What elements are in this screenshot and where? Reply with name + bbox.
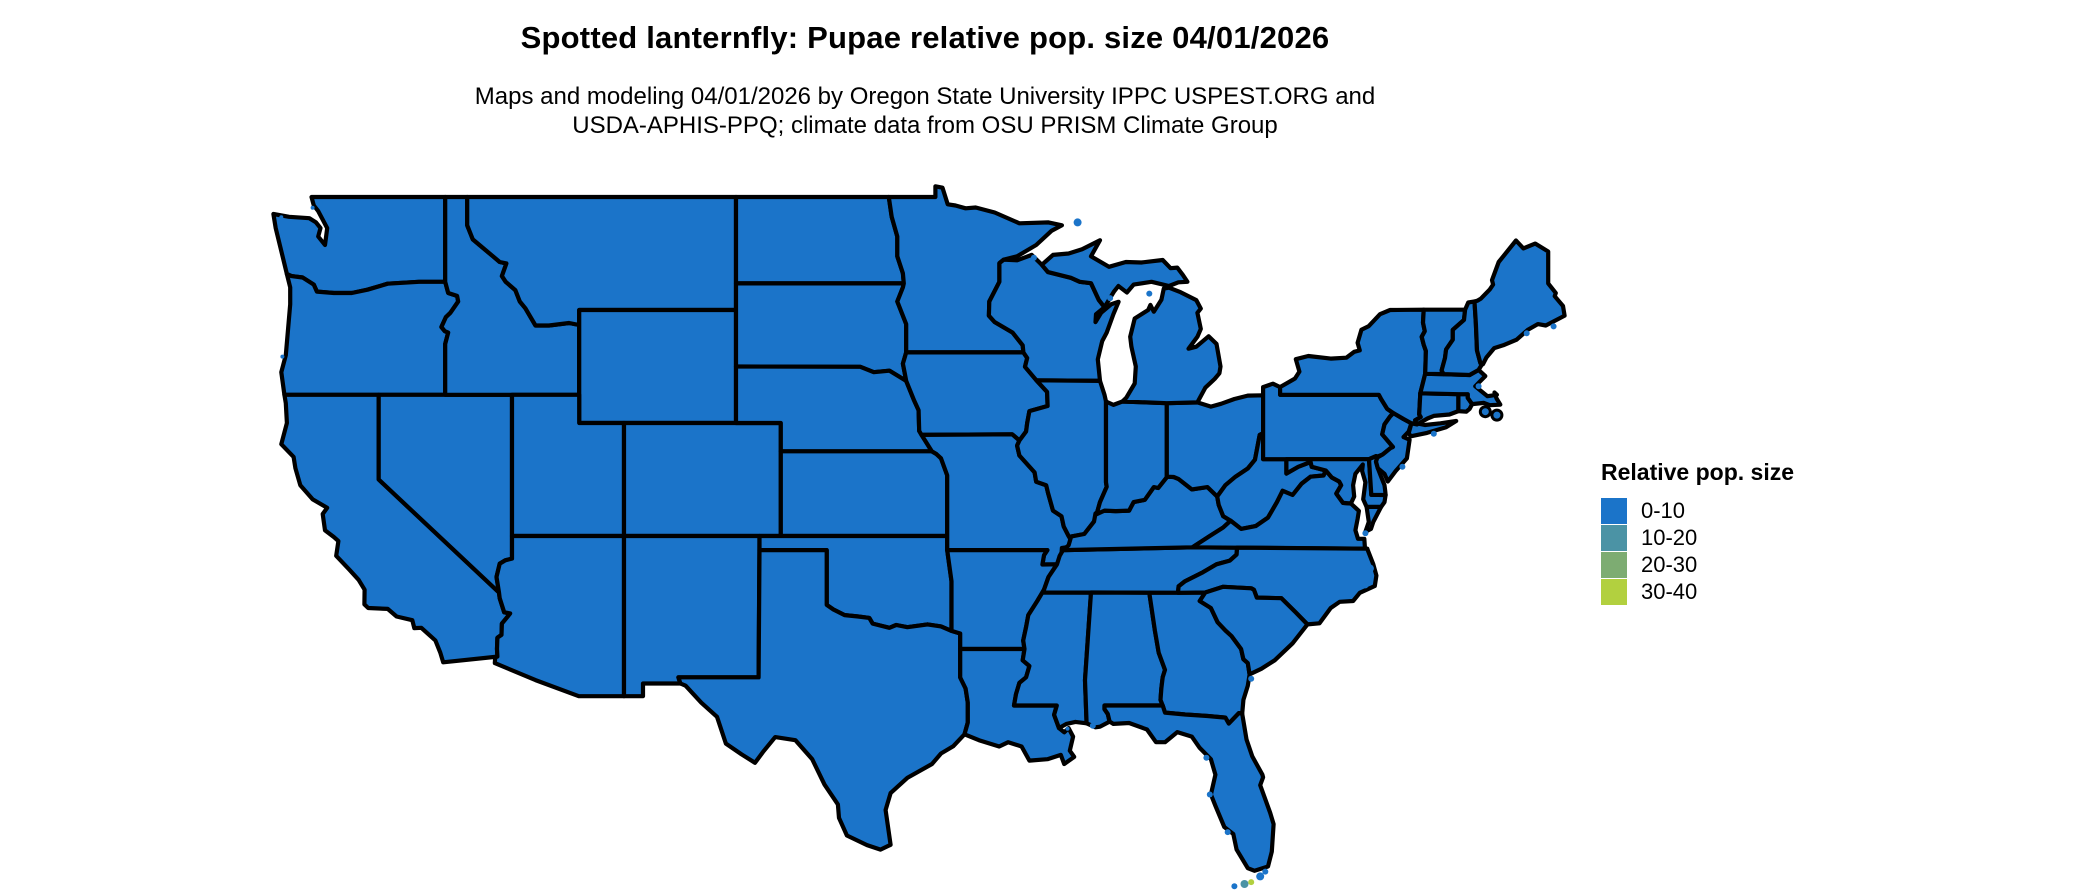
coastal-raster-speck <box>1203 754 1210 761</box>
legend: Relative pop. size 0-10 10-20 20-30 30-40 <box>1601 459 1794 605</box>
state-MI <box>1039 238 1223 406</box>
state-OR <box>279 272 461 397</box>
coastal-raster-speck <box>1089 722 1096 729</box>
legend-item: 10-20 <box>1601 524 1794 551</box>
coastal-raster-speck <box>1399 463 1406 470</box>
coastal-raster-speck <box>1206 791 1213 798</box>
island-speck <box>1478 405 1492 419</box>
coastal-raster-speck <box>1065 726 1070 731</box>
state-KS <box>778 449 950 539</box>
state-MS <box>1011 587 1094 731</box>
state-CO <box>621 420 783 539</box>
coastal-raster-speck <box>1231 883 1238 890</box>
coastal-raster-speck <box>1362 582 1369 589</box>
legend-label: 30-40 <box>1641 579 1698 604</box>
coastal-raster-speck <box>1256 872 1265 881</box>
coastal-raster-speck <box>1523 330 1530 337</box>
coastal-raster-speck <box>1248 675 1255 682</box>
legend-swatch <box>1601 524 1627 551</box>
legend-rows: 0-10 10-20 20-30 30-40 <box>1601 497 1794 605</box>
coastal-raster-speck <box>1365 564 1374 573</box>
coastal-raster-speck <box>1475 383 1482 390</box>
page-subtitle: Maps and modeling 04/01/2026 by Oregon S… <box>0 82 1850 140</box>
coastal-raster-speck <box>1073 218 1082 227</box>
coastal-raster-speck <box>1030 254 1037 261</box>
page-title: Spotted lanternfly: Pupae relative pop. … <box>520 20 1330 55</box>
state-ND <box>733 194 906 286</box>
coastal-raster-speck <box>1146 290 1153 297</box>
coastal-raster-speck <box>1262 868 1269 875</box>
coastal-raster-speck <box>1240 880 1249 888</box>
legend-label: 10-20 <box>1641 525 1698 550</box>
coastal-raster-speck <box>1362 530 1369 537</box>
state-WY <box>577 307 739 426</box>
coastal-raster-speck <box>1248 879 1255 886</box>
legend-label: 0-10 <box>1641 498 1686 523</box>
coastal-raster-speck <box>317 200 323 207</box>
legend-swatch <box>1601 578 1627 605</box>
state-ME <box>1472 238 1567 367</box>
legend-title: Relative pop. size <box>1601 459 1795 485</box>
subtitle-line-2: USDA-APHIS-PPQ; climate data from OSU PR… <box>572 112 1278 139</box>
state-MD <box>1284 457 1388 509</box>
legend-item: 30-40 <box>1601 578 1794 605</box>
coastal-raster-speck <box>1107 295 1114 302</box>
island-speck <box>1490 408 1504 422</box>
legend-label: 20-30 <box>1641 552 1698 577</box>
state-SC <box>1197 584 1310 677</box>
state-NM <box>621 533 762 699</box>
subtitle-line-1: Maps and modeling 04/01/2026 by Oregon S… <box>474 83 1376 110</box>
state-TX <box>676 548 970 852</box>
state-AZ <box>492 533 627 699</box>
state-FL <box>1102 703 1276 873</box>
legend-swatch <box>1601 497 1627 524</box>
legend-item: 0-10 <box>1601 497 1794 524</box>
coastal-raster-speck <box>310 205 315 210</box>
coastal-raster-speck <box>279 215 284 220</box>
coastal-raster-speck <box>1550 323 1557 330</box>
coastal-raster-speck <box>1224 829 1231 836</box>
legend-swatch <box>1601 551 1627 578</box>
coastal-raster-speck <box>280 354 285 359</box>
legend-item: 20-30 <box>1601 551 1794 578</box>
coastal-raster-speck <box>1430 430 1437 437</box>
